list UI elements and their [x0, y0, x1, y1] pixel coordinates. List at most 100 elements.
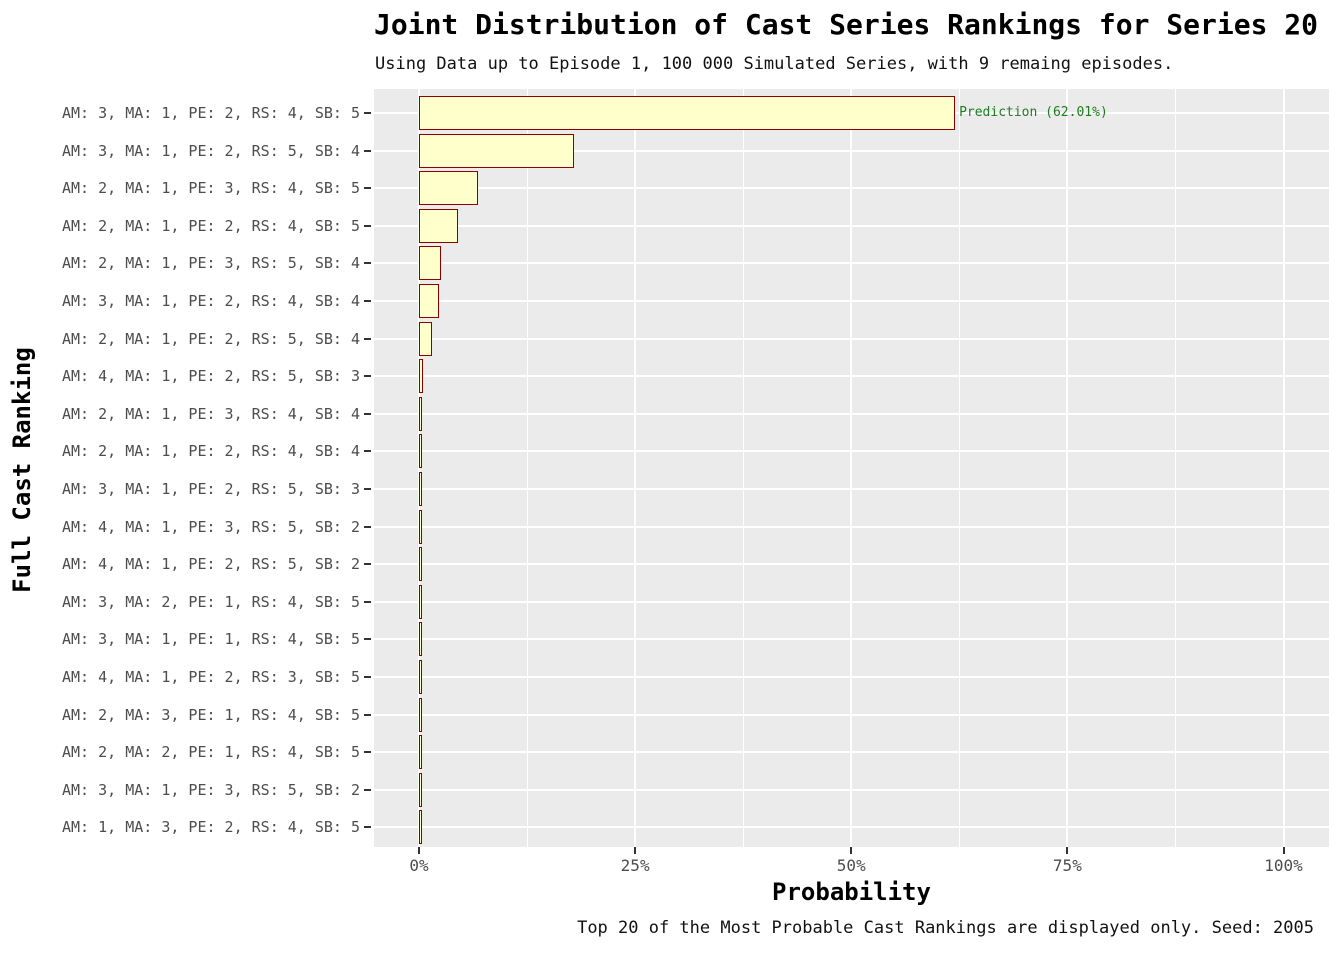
y-tick-mark [364, 187, 371, 190]
major-gridline [1282, 89, 1285, 847]
y-tick-mark [364, 488, 371, 490]
y-tick-label: AM: 2, MA: 1, PE: 3, RS: 4, SB: 5 [61, 179, 360, 198]
category-gridline [374, 224, 1329, 227]
category-gridline [374, 375, 1329, 378]
y-tick-mark [364, 788, 371, 791]
y-tick-mark [364, 563, 371, 566]
y-tick-label: AM: 3, MA: 1, PE: 2, RS: 4, SB: 5 [61, 104, 360, 122]
y-axis-title: Full Cast Ranking [8, 347, 36, 593]
y-tick-mark [364, 112, 371, 114]
y-tick-mark [364, 713, 371, 716]
chart-caption: Top 20 of the Most Probable Cast Ranking… [577, 918, 1314, 938]
y-tick-mark [364, 375, 371, 378]
y-tick-label: AM: 2, MA: 1, PE: 2, RS: 4, SB: 5 [61, 216, 360, 235]
x-tick-label: 50% [836, 856, 866, 875]
y-tick-mark [364, 600, 371, 603]
y-tick-label: AM: 2, MA: 1, PE: 3, RS: 5, SB: 4 [61, 254, 360, 273]
category-gridline [374, 450, 1329, 453]
y-tick-mark [364, 525, 371, 528]
probability-bar [419, 396, 422, 431]
probability-bar [419, 284, 440, 318]
x-tick-label: 75% [1052, 856, 1082, 875]
probability-bar [419, 321, 432, 356]
y-tick-mark [364, 450, 371, 453]
major-gridline [850, 89, 853, 847]
x-tick-mark [1282, 847, 1285, 854]
x-axis-title: Probability [772, 878, 931, 906]
major-gridline [634, 89, 637, 847]
y-tick-label: AM: 2, MA: 2, PE: 1, RS: 4, SB: 5 [61, 743, 360, 762]
x-tick-label: 100% [1264, 856, 1303, 875]
y-tick-label: AM: 3, MA: 1, PE: 1, RS: 4, SB: 5 [61, 630, 360, 649]
y-tick-label: AM: 2, MA: 1, PE: 2, RS: 5, SB: 4 [61, 329, 360, 348]
y-tick-label: AM: 4, MA: 1, PE: 3, RS: 5, SB: 2 [61, 517, 360, 536]
y-tick-label: AM: 4, MA: 1, PE: 2, RS: 5, SB: 2 [61, 555, 360, 574]
x-tick-mark [634, 847, 637, 854]
chart-title: Joint Distribution of Cast Series Rankin… [374, 8, 1319, 41]
x-tick-mark [1066, 847, 1069, 854]
y-tick-label: AM: 2, MA: 1, PE: 2, RS: 4, SB: 4 [61, 442, 360, 461]
probability-bar [419, 810, 422, 845]
category-gridline [374, 563, 1329, 566]
prediction-annotation: Prediction (62.01%) [959, 105, 1108, 120]
y-tick-label: AM: 4, MA: 1, PE: 2, RS: 5, SB: 3 [61, 367, 360, 386]
y-tick-label: AM: 4, MA: 1, PE: 2, RS: 3, SB: 5 [61, 668, 360, 686]
category-gridline [374, 788, 1329, 791]
x-tick-label: 25% [620, 856, 650, 875]
probability-bar [419, 509, 422, 544]
category-gridline [374, 638, 1329, 641]
probability-bar [419, 208, 459, 243]
category-gridline [374, 600, 1329, 603]
probability-bar [419, 772, 422, 807]
probability-bar [419, 359, 424, 394]
category-gridline [374, 337, 1329, 340]
category-gridline [374, 713, 1329, 716]
y-tick-mark [364, 149, 371, 152]
category-gridline [374, 187, 1329, 190]
category-gridline [374, 300, 1329, 302]
probability-bar [419, 735, 422, 770]
x-tick-mark [418, 847, 420, 854]
minor-gridline [958, 89, 960, 847]
y-tick-label: AM: 2, MA: 1, PE: 3, RS: 4, SB: 4 [61, 404, 360, 423]
probability-bar [419, 660, 422, 694]
y-tick-mark [364, 337, 371, 340]
y-tick-label: AM: 3, MA: 1, PE: 2, RS: 5, SB: 3 [61, 480, 360, 498]
probability-bar [419, 133, 574, 168]
probability-bar [419, 171, 478, 206]
probability-bar [419, 434, 422, 469]
y-tick-mark [364, 751, 371, 754]
probability-bar [419, 584, 422, 619]
category-gridline [374, 412, 1329, 415]
probability-bar [419, 697, 422, 732]
probability-bar [419, 622, 422, 657]
category-gridline [374, 751, 1329, 754]
y-tick-mark [364, 300, 371, 302]
category-gridline [374, 525, 1329, 528]
x-tick-label: 0% [409, 856, 429, 875]
major-gridline [1066, 89, 1069, 847]
probability-bar [419, 246, 442, 281]
category-gridline [374, 262, 1329, 265]
y-tick-label: AM: 2, MA: 3, PE: 1, RS: 4, SB: 5 [61, 705, 360, 724]
probability-bar [419, 547, 422, 582]
category-gridline [374, 826, 1329, 829]
y-tick-mark [364, 638, 371, 641]
y-tick-label: AM: 3, MA: 1, PE: 2, RS: 5, SB: 4 [61, 141, 360, 160]
y-tick-mark [364, 412, 371, 415]
category-gridline [374, 676, 1329, 678]
minor-gridline [526, 89, 528, 847]
x-tick-mark [850, 847, 853, 854]
minor-gridline [1174, 89, 1176, 847]
y-tick-label: AM: 3, MA: 1, PE: 3, RS: 5, SB: 2 [61, 780, 360, 799]
y-tick-label: AM: 3, MA: 2, PE: 1, RS: 4, SB: 5 [61, 592, 360, 611]
y-tick-mark [364, 676, 371, 678]
y-tick-mark [364, 224, 371, 227]
y-tick-label: AM: 1, MA: 3, PE: 2, RS: 4, SB: 5 [61, 818, 360, 837]
category-gridline [374, 488, 1329, 490]
chart-subtitle: Using Data up to Episode 1, 100 000 Simu… [375, 54, 1174, 74]
probability-bar [419, 472, 422, 506]
plot-panel [374, 89, 1329, 847]
category-gridline [374, 149, 1329, 152]
y-tick-label: AM: 3, MA: 1, PE: 2, RS: 4, SB: 4 [61, 292, 360, 310]
